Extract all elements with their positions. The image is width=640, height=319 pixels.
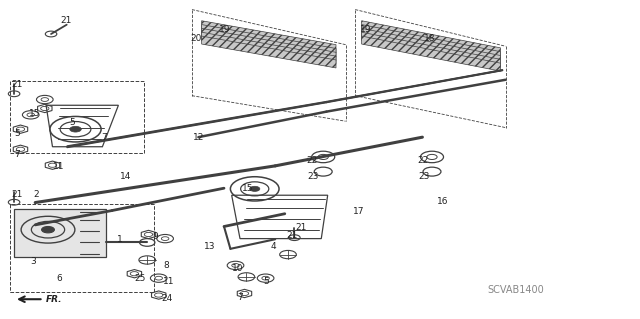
Bar	[10, 81, 144, 153]
Text: 22: 22	[306, 156, 317, 165]
Circle shape	[42, 226, 54, 233]
Text: 11: 11	[163, 277, 175, 286]
Text: 8: 8	[163, 261, 169, 270]
Text: 15: 15	[242, 184, 253, 193]
Polygon shape	[202, 25, 336, 56]
Text: 19: 19	[360, 25, 371, 34]
Text: 21: 21	[296, 223, 307, 232]
Polygon shape	[362, 25, 500, 60]
Text: 13: 13	[204, 242, 215, 251]
Polygon shape	[14, 209, 106, 257]
Polygon shape	[362, 28, 500, 63]
Polygon shape	[362, 21, 500, 56]
Text: 21: 21	[61, 16, 72, 25]
Text: 23: 23	[307, 172, 319, 181]
Text: 7: 7	[14, 150, 20, 159]
Text: 16: 16	[436, 197, 448, 206]
Polygon shape	[362, 36, 500, 71]
Polygon shape	[202, 21, 336, 53]
Polygon shape	[362, 32, 500, 67]
Text: 9: 9	[152, 232, 158, 241]
Text: 5: 5	[264, 277, 269, 286]
Text: 2: 2	[33, 190, 39, 199]
Polygon shape	[202, 36, 336, 68]
Text: 3: 3	[31, 257, 36, 266]
Text: 25: 25	[134, 274, 146, 283]
Text: 7: 7	[101, 133, 107, 142]
Text: 15: 15	[29, 109, 40, 118]
Text: 5: 5	[69, 118, 75, 127]
Text: 12: 12	[193, 133, 205, 142]
Text: 10: 10	[232, 264, 243, 273]
Text: 22: 22	[417, 156, 429, 165]
Text: 17: 17	[353, 207, 365, 216]
Text: 21: 21	[12, 190, 23, 199]
Text: 7: 7	[237, 293, 243, 302]
Text: 18: 18	[424, 34, 435, 43]
Circle shape	[250, 186, 260, 191]
Text: 24: 24	[161, 294, 173, 303]
Text: 19: 19	[219, 25, 230, 34]
Text: 21: 21	[287, 231, 298, 240]
Text: FR.: FR.	[46, 295, 63, 304]
Text: 1: 1	[116, 235, 122, 244]
Text: 21: 21	[12, 80, 23, 89]
Text: 4: 4	[270, 242, 276, 251]
Text: 11: 11	[52, 162, 64, 171]
Polygon shape	[202, 28, 336, 60]
Text: 23: 23	[419, 172, 430, 181]
Text: 20: 20	[191, 34, 202, 43]
Text: 14: 14	[120, 172, 132, 181]
Text: 5: 5	[14, 130, 20, 138]
Bar	[10, 204, 154, 292]
Text: SCVAB1400: SCVAB1400	[488, 285, 545, 295]
Text: 6: 6	[56, 274, 62, 283]
Polygon shape	[202, 32, 336, 64]
Circle shape	[70, 126, 81, 132]
